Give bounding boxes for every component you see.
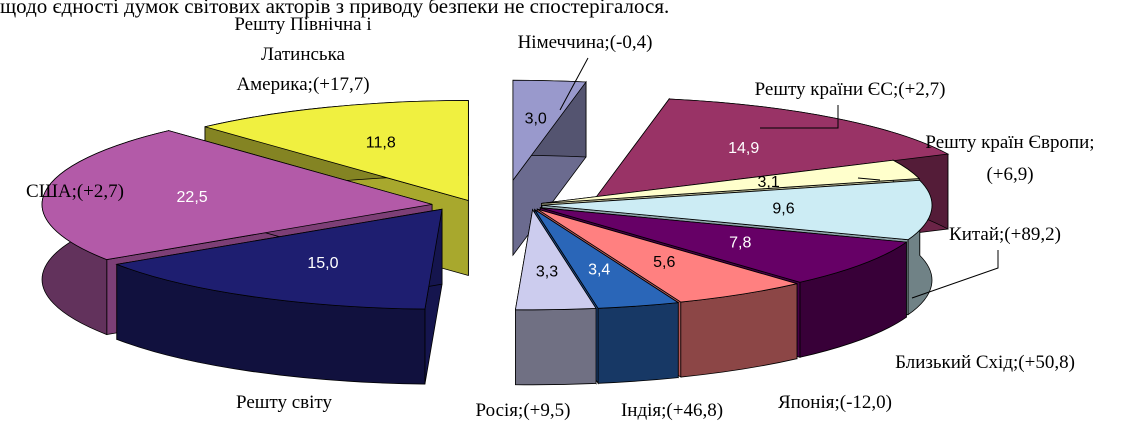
value-label-rest_world: 15,0 bbox=[307, 255, 338, 272]
category-label-rest_world: Решту світу bbox=[236, 392, 332, 413]
category-label-russia: Росія;(+9,5) bbox=[476, 400, 571, 421]
slice-germany bbox=[512, 79, 587, 257]
category-label-usa: США;(+2,7) bbox=[26, 181, 124, 202]
category-label-americas: Решту Північна і Латинська Америка;(+17,7) bbox=[234, 14, 371, 95]
caption-fragment: щодо єдності думок світових акторів з пр… bbox=[0, 0, 670, 18]
value-label-americas: 11,8 bbox=[366, 135, 396, 152]
value-label-usa: 22,5 bbox=[177, 189, 208, 206]
value-label-eu: 14,9 bbox=[728, 140, 759, 157]
category-label-japan: Японія;(-12,0) bbox=[778, 392, 892, 413]
slice-rest_world bbox=[115, 208, 443, 385]
category-label-india: Індія;(+46,8) bbox=[621, 400, 723, 421]
value-label-russia: 3,3 bbox=[536, 264, 558, 281]
leader-line-germany bbox=[559, 57, 589, 111]
value-label-india: 3,4 bbox=[588, 261, 610, 278]
category-label-mideast: Близький Схід;(+50,8) bbox=[895, 352, 1075, 373]
leader-line-eu bbox=[760, 105, 839, 129]
slice-russia bbox=[514, 208, 597, 386]
category-label-europe: Решту країн Європи; (+6,9) bbox=[925, 132, 1094, 185]
category-label-china: Китай;(+89,2) bbox=[949, 224, 1061, 245]
value-label-europe: 3,1 bbox=[758, 174, 780, 191]
value-label-mideast: 7,8 bbox=[729, 235, 751, 252]
value-label-japan: 5,6 bbox=[653, 254, 675, 271]
leader-line-europe bbox=[857, 177, 881, 181]
value-label-china: 9,6 bbox=[772, 200, 794, 217]
value-label-germany: 3,0 bbox=[525, 110, 547, 127]
leader-line-china bbox=[911, 250, 999, 299]
category-label-eu: Решту країни ЄС;(+2,7) bbox=[755, 79, 946, 100]
category-label-germany: Німеччина;(-0,4) bbox=[518, 32, 653, 53]
